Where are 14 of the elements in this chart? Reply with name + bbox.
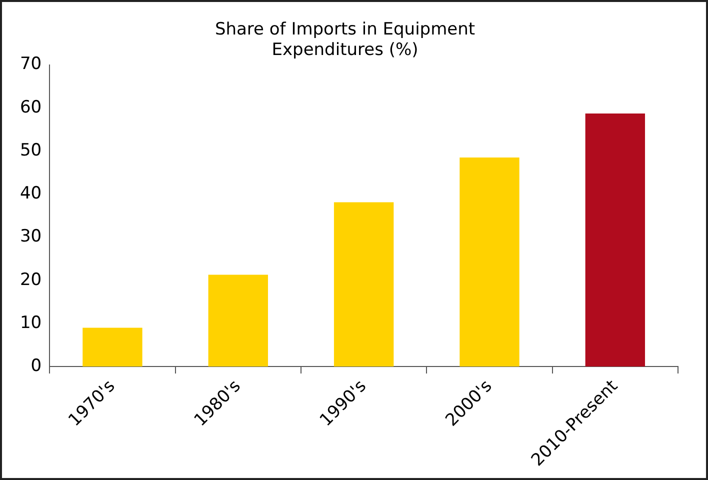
y-tick-label: 40 (20, 184, 42, 204)
chart-title: Share of Imports in Equipment Expenditures (%) (214, 20, 476, 60)
bar (460, 157, 520, 367)
y-tick-label: 50 (20, 140, 42, 160)
bar (82, 328, 142, 367)
bar (585, 114, 646, 367)
y-tick-label: 60 (20, 97, 42, 118)
y-tick-label: 10 (20, 312, 42, 333)
y-tick-label: 30 (20, 226, 42, 247)
bar (208, 274, 268, 367)
y-tick-label: 20 (20, 270, 42, 290)
y-tick-label: 0 (30, 356, 42, 376)
y-tick-label: 70 (20, 54, 42, 74)
bar (334, 202, 394, 367)
